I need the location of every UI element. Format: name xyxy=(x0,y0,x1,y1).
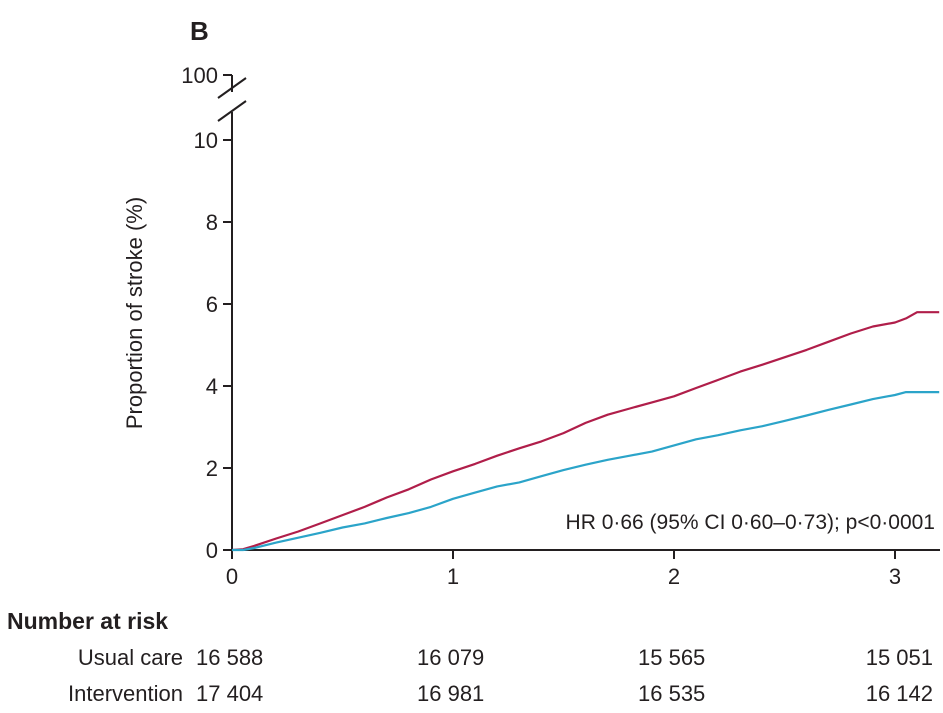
series-lines xyxy=(231,311,940,552)
risk-row-label: Usual care xyxy=(77,645,183,670)
risk-row: Usual care 16 588 16 079 15 565 15 051 xyxy=(0,645,943,675)
risk-value: 16 142 xyxy=(865,681,933,706)
risk-row-label: Intervention xyxy=(68,681,183,706)
y-axis-label: Proportion of stroke (%) xyxy=(122,197,147,429)
series-line-0 xyxy=(231,311,940,552)
risk-row: Intervention 17 404 16 981 16 535 16 142 xyxy=(0,681,943,711)
y-tick-label-100: 100 xyxy=(181,63,218,88)
hr-annotation: HR 0·66 (95% CI 0·60–0·73); p<0·0001 xyxy=(566,511,935,534)
y-axis-break-mark xyxy=(217,100,247,122)
y-tick-label: 4 xyxy=(206,374,218,399)
km-chart: B 0 2 4 6 8 10 100 0 1 2 3 Proportion of stroke (%… xyxy=(122,16,940,589)
y-tick-label: 0 xyxy=(206,538,218,563)
risk-value: 16 588 xyxy=(196,645,264,670)
y-tick-label: 6 xyxy=(206,292,218,317)
risk-table-title: Number at risk xyxy=(7,608,169,634)
panel-label: B xyxy=(190,16,209,46)
risk-value: 15 565 xyxy=(638,645,706,670)
x-tick-label: 2 xyxy=(668,564,680,589)
x-tick-label: 0 xyxy=(226,564,238,589)
risk-value: 17 404 xyxy=(196,681,264,706)
series-line-1 xyxy=(232,391,940,552)
x-tick-label: 3 xyxy=(889,564,901,589)
risk-value: 16 079 xyxy=(417,645,485,670)
y-axis-break-mark xyxy=(217,77,247,99)
y-tick-label: 8 xyxy=(206,210,218,235)
y-tick-label: 10 xyxy=(194,128,218,153)
risk-value: 16 535 xyxy=(638,681,706,706)
axes: 0 2 4 6 8 10 100 0 1 2 3 xyxy=(181,63,940,589)
risk-value: 16 981 xyxy=(417,681,485,706)
risk-value: 15 051 xyxy=(865,645,933,670)
y-tick-label: 2 xyxy=(206,456,218,481)
x-tick-label: 1 xyxy=(447,564,459,589)
